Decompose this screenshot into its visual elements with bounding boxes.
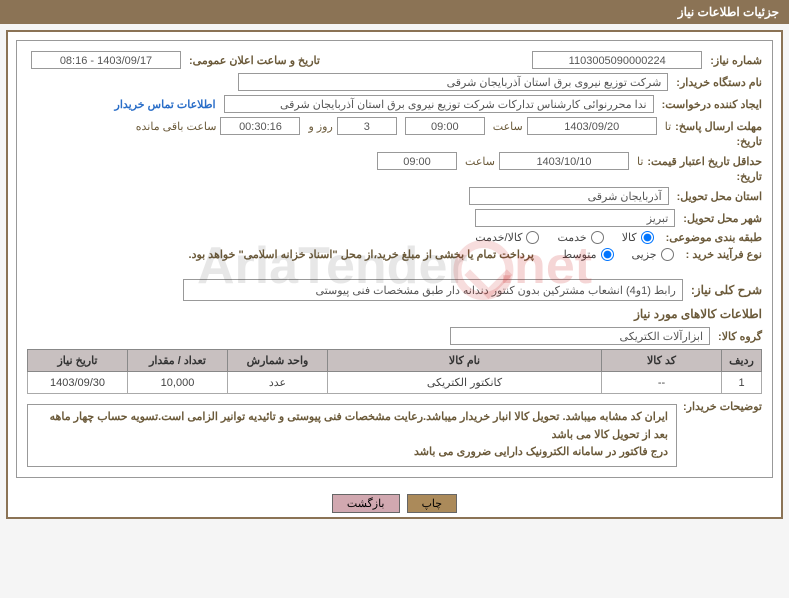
countdown: 00:30:16 — [220, 117, 300, 135]
buyer-value: شرکت توزیع نیروی برق استان آذربایجان شرق… — [238, 73, 668, 91]
goods-table: ردیفکد کالانام کالاواحد شمارشتعداد / مقد… — [27, 349, 762, 394]
validity-date: 1403/10/10 — [499, 152, 629, 170]
radio-medium-label: متوسط — [562, 248, 597, 261]
remaining-label: ساعت باقی مانده — [136, 120, 217, 133]
validity-hour: 09:00 — [377, 152, 457, 170]
radio-goods-label: کالا — [622, 231, 637, 244]
buyer-notes-text: ایران کد مشابه میباشد. تحویل کالا انبار … — [27, 404, 677, 467]
overall-value: رابط (1و4) انشعاب مشترکین بدون کنتور دند… — [183, 279, 683, 301]
date-label-1: تاریخ: — [736, 135, 762, 148]
hour-label-2: ساعت — [465, 155, 495, 168]
contact-link[interactable]: اطلاعات تماس خریدار — [115, 98, 216, 111]
buyer-label: نام دستگاه خریدار: — [676, 76, 762, 89]
radio-partial-label: جزیی — [632, 248, 657, 261]
group-value: ابزارآلات الکتریکی — [450, 327, 710, 345]
goods-info-title: اطلاعات کالاهای مورد نیاز — [27, 307, 762, 321]
day-and-label: روز و — [308, 120, 332, 133]
payment-note: پرداخت تمام یا بخشی از مبلغ خرید،از محل … — [189, 248, 534, 261]
hour-label-1: ساعت — [493, 120, 523, 133]
table-cell: 1403/09/30 — [28, 372, 128, 394]
process-radios: جزیی متوسط — [554, 248, 682, 261]
table-col-4: تعداد / مقدار — [128, 350, 228, 372]
days-value: 3 — [337, 117, 397, 135]
city-label: شهر محل تحویل: — [683, 212, 762, 225]
table-cell: 1 — [722, 372, 762, 394]
print-button[interactable]: چاپ — [407, 494, 458, 513]
table-col-5: تاریخ نیاز — [28, 350, 128, 372]
radio-service-label: خدمت — [557, 231, 586, 244]
announce-label: تاریخ و ساعت اعلان عمومی: — [189, 54, 320, 67]
province-value: آذربایجان شرقی — [469, 187, 669, 205]
need-number-label: شماره نیاز: — [710, 54, 762, 67]
panel-title: جزئیات اطلاعات نیاز — [0, 0, 789, 24]
table-col-2: نام کالا — [328, 350, 602, 372]
panel-body: AriaTender.net شماره نیاز: 1103005090000… — [6, 30, 783, 519]
radio-goods-service-label: کالا/خدمت — [475, 231, 522, 244]
category-label: طبقه بندی موضوعی: — [666, 231, 762, 244]
table-col-1: کد کالا — [602, 350, 722, 372]
validity-label: حداقل تاریخ اعتبار قیمت: — [647, 155, 762, 168]
form-container: شماره نیاز: 1103005090000224 تاریخ و ساع… — [16, 40, 773, 478]
radio-service[interactable] — [591, 231, 604, 244]
radio-goods-service[interactable] — [526, 231, 539, 244]
table-header-row: ردیفکد کالانام کالاواحد شمارشتعداد / مقد… — [28, 350, 762, 372]
group-label: گروه کالا: — [718, 330, 762, 343]
ta-label-1: تا — [665, 120, 671, 133]
creator-label: ایجاد کننده درخواست: — [662, 98, 762, 111]
process-label: نوع فرآیند خرید : — [686, 248, 762, 261]
back-button[interactable]: بازگشت — [332, 494, 400, 513]
category-radios: کالا خدمت کالا/خدمت — [467, 231, 661, 244]
city-value: تبریز — [475, 209, 675, 227]
ta-label-2: تا — [637, 155, 643, 168]
radio-partial[interactable] — [661, 248, 674, 261]
deadline-label: مهلت ارسال پاسخ: — [675, 120, 762, 133]
announce-value: 1403/09/17 - 08:16 — [31, 51, 181, 69]
buttons-row: چاپ بازگشت — [8, 486, 781, 517]
table-cell: کانکتور الکتریکی — [328, 372, 602, 394]
deadline-hour: 09:00 — [405, 117, 485, 135]
radio-medium[interactable] — [601, 248, 614, 261]
deadline-date: 1403/09/20 — [527, 117, 657, 135]
province-label: استان محل تحویل: — [677, 190, 762, 203]
table-row: 1--کانکتور الکتریکیعدد10,0001403/09/30 — [28, 372, 762, 394]
buyer-notes-label: توضیحات خریدار: — [683, 400, 762, 413]
table-col-3: واحد شمارش — [228, 350, 328, 372]
table-cell: عدد — [228, 372, 328, 394]
overall-label: شرح کلی نیاز: — [691, 283, 762, 297]
need-number-value: 1103005090000224 — [532, 51, 702, 69]
table-cell: 10,000 — [128, 372, 228, 394]
date-label-2: تاریخ: — [736, 170, 762, 183]
table-col-0: ردیف — [722, 350, 762, 372]
table-cell: -- — [602, 372, 722, 394]
creator-value: ندا محررنوائی کارشناس تدارکات شرکت توزیع… — [224, 95, 654, 113]
radio-goods[interactable] — [641, 231, 654, 244]
